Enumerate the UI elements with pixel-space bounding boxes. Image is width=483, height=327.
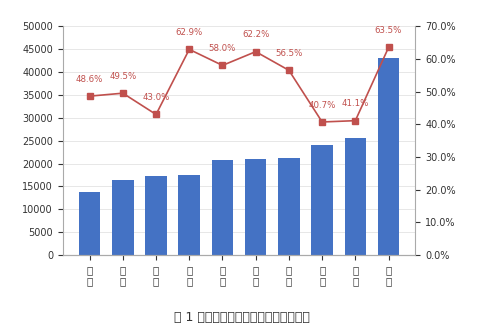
Bar	[112, 181, 134, 255]
Text: 56.5%: 56.5%	[275, 49, 302, 58]
Text: 63.5%: 63.5%	[375, 26, 402, 35]
注册率	[385, 45, 391, 49]
注册率	[153, 112, 159, 116]
Bar	[312, 145, 333, 255]
注册率	[253, 50, 258, 54]
Bar	[79, 192, 100, 255]
Bar	[178, 175, 200, 255]
Bar	[344, 138, 366, 255]
注册率	[186, 47, 192, 51]
Text: 62.2%: 62.2%	[242, 30, 270, 39]
Bar	[278, 158, 300, 255]
注册率	[87, 94, 93, 98]
Bar	[212, 160, 233, 255]
注册率	[353, 119, 358, 123]
Bar	[145, 176, 167, 255]
Line: 注册率: 注册率	[87, 45, 391, 125]
Text: 58.0%: 58.0%	[209, 44, 236, 53]
注册率	[220, 63, 226, 67]
Text: 62.9%: 62.9%	[176, 28, 203, 37]
Text: 43.0%: 43.0%	[142, 93, 170, 102]
Text: 40.7%: 40.7%	[309, 100, 336, 110]
注册率	[120, 91, 126, 95]
Bar	[245, 159, 267, 255]
注册率	[319, 120, 325, 124]
Text: 图 1 执业药师注册人数前十位省份情况: 图 1 执业药师注册人数前十位省份情况	[173, 311, 310, 324]
Text: 41.1%: 41.1%	[341, 99, 369, 108]
Bar	[378, 58, 399, 255]
Text: 49.5%: 49.5%	[109, 72, 137, 81]
Text: 48.6%: 48.6%	[76, 75, 103, 84]
注册率	[286, 68, 292, 72]
